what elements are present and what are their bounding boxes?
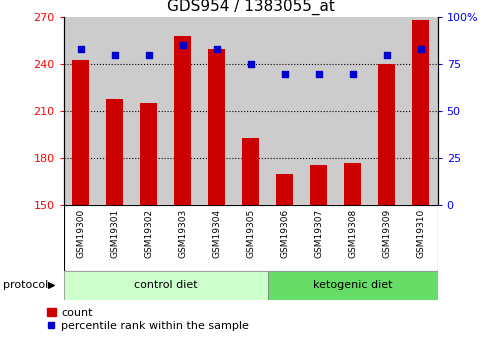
Text: GSM19307: GSM19307 xyxy=(313,208,323,258)
Bar xyxy=(403,17,437,205)
Text: GSM19301: GSM19301 xyxy=(110,208,119,258)
Title: GDS954 / 1383055_at: GDS954 / 1383055_at xyxy=(166,0,334,14)
Bar xyxy=(72,60,89,205)
Point xyxy=(314,71,322,77)
Text: GSM19306: GSM19306 xyxy=(280,208,288,258)
Point xyxy=(382,52,390,58)
FancyBboxPatch shape xyxy=(63,271,267,300)
Bar xyxy=(411,20,428,205)
Bar xyxy=(106,99,123,205)
Point xyxy=(416,47,424,52)
Point xyxy=(77,47,84,52)
Bar xyxy=(335,17,369,205)
Bar xyxy=(174,36,191,205)
Bar xyxy=(165,17,199,205)
Bar xyxy=(377,64,394,205)
Bar xyxy=(276,174,292,205)
Text: GSM19305: GSM19305 xyxy=(245,208,255,258)
Text: GSM19302: GSM19302 xyxy=(144,208,153,258)
FancyBboxPatch shape xyxy=(267,271,437,300)
Bar xyxy=(369,17,403,205)
Text: protocol: protocol xyxy=(3,280,48,290)
Point xyxy=(348,71,356,77)
Bar xyxy=(242,138,259,205)
Text: GSM19308: GSM19308 xyxy=(347,208,356,258)
Point xyxy=(144,52,152,58)
Point xyxy=(280,71,288,77)
Bar xyxy=(233,17,267,205)
Text: GSM19300: GSM19300 xyxy=(76,208,85,258)
Point xyxy=(110,52,118,58)
Text: ketogenic diet: ketogenic diet xyxy=(312,280,391,290)
Bar xyxy=(309,165,326,205)
Bar xyxy=(98,17,131,205)
Legend: count, percentile rank within the sample: count, percentile rank within the sample xyxy=(44,306,251,334)
Point xyxy=(178,43,186,48)
Bar xyxy=(267,17,301,205)
Bar xyxy=(199,17,233,205)
Bar xyxy=(208,49,224,205)
Bar xyxy=(140,104,157,205)
Bar xyxy=(63,17,98,205)
Point xyxy=(246,61,254,67)
Text: GSM19309: GSM19309 xyxy=(381,208,390,258)
Bar xyxy=(131,17,165,205)
Text: GSM19304: GSM19304 xyxy=(212,208,221,258)
Bar xyxy=(301,17,335,205)
Text: GSM19303: GSM19303 xyxy=(178,208,187,258)
Text: control diet: control diet xyxy=(134,280,197,290)
Point xyxy=(212,47,220,52)
Text: GSM19310: GSM19310 xyxy=(415,208,424,258)
Bar xyxy=(344,163,361,205)
